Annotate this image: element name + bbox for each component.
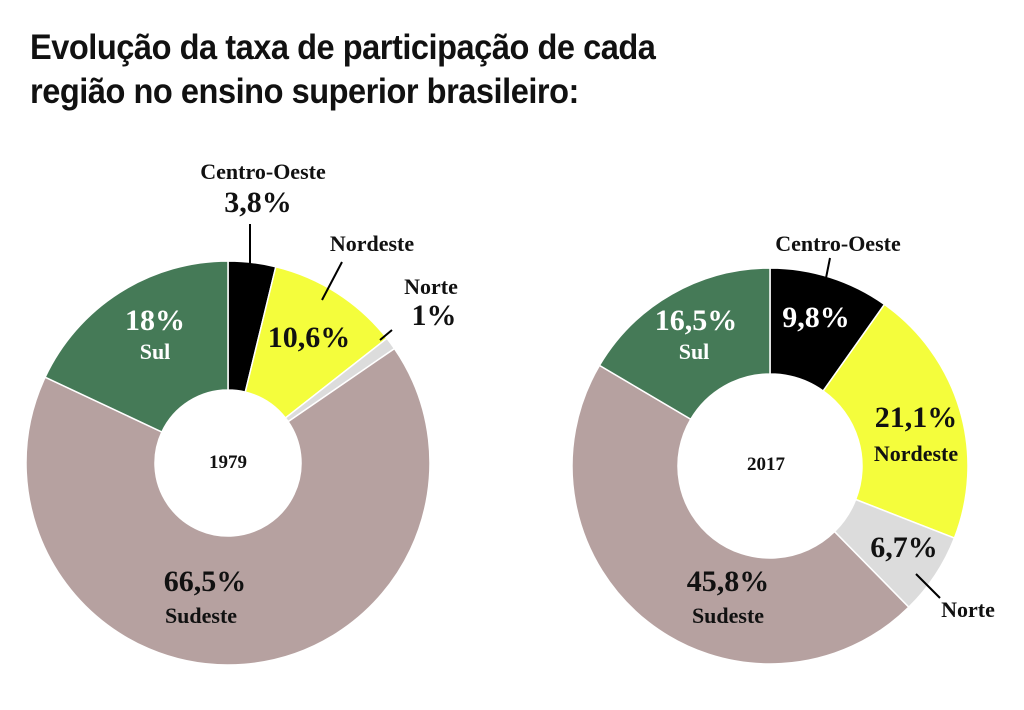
donut-1979 xyxy=(25,260,431,666)
slice-nordeste-1979 xyxy=(244,265,388,420)
title-line-2: região no ensino superior brasileiro: xyxy=(30,72,579,111)
title-line-1: Evolução da taxa de participação de cada xyxy=(30,28,656,67)
slice-nordeste-2017 xyxy=(822,303,969,540)
value-nordeste-2017: 21,1% xyxy=(874,401,958,434)
center-label-1979: 1979 xyxy=(209,452,247,473)
leader-line-norte-2017 xyxy=(915,573,941,599)
label-norte-1979: Norte xyxy=(404,274,458,299)
value-sul-2017: 16,5% xyxy=(654,304,738,337)
label-sudeste-1979: Sudeste xyxy=(164,603,238,628)
slice-sul-1979 xyxy=(44,260,229,433)
center-label-2017: 2017 xyxy=(747,454,785,475)
label-centro-oeste-1979: Centro-Oeste xyxy=(200,159,326,184)
leader-line-norte-1979 xyxy=(379,329,393,341)
value-norte-2017: 6,7% xyxy=(870,531,938,564)
value-nordeste-1979: 10,6% xyxy=(267,321,351,354)
value-centro-oeste-2017: 9,8% xyxy=(782,301,850,334)
leader-line-centro-oeste-2017 xyxy=(825,257,831,279)
value-sul-1979: 18% xyxy=(125,304,185,337)
label-sul-1979: Sul xyxy=(139,339,171,364)
chart-title: Evolução da taxa de participação de cada… xyxy=(30,26,656,114)
value-sudeste-2017: 45,8% xyxy=(686,565,770,598)
value-norte-1979: 1% xyxy=(411,299,457,332)
label-nordeste-2017: Nordeste xyxy=(873,441,959,466)
label-nordeste-1979: Nordeste xyxy=(329,231,415,256)
label-sudeste-2017: Sudeste xyxy=(691,603,765,628)
slice-sudeste-2017 xyxy=(571,364,910,665)
slice-sudeste-1979 xyxy=(25,347,431,666)
label-sul-2017: Sul xyxy=(678,339,710,364)
donut-2017 xyxy=(571,267,969,665)
value-centro-oeste-1979: 3,8% xyxy=(224,186,292,219)
label-norte-2017: Norte xyxy=(941,597,995,622)
value-sudeste-1979: 66,5% xyxy=(163,565,247,598)
leader-line-nordeste-1979 xyxy=(321,261,343,301)
label-centro-oeste-2017: Centro-Oeste xyxy=(775,231,901,256)
slice-sul-2017 xyxy=(598,267,771,421)
